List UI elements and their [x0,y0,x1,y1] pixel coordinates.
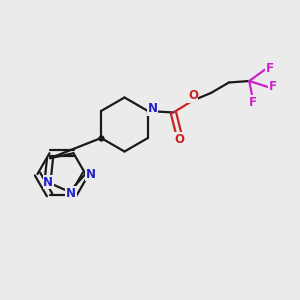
Text: N: N [66,187,76,200]
Text: F: F [249,95,257,109]
Text: N: N [43,176,53,189]
Text: N: N [148,102,158,115]
Text: N: N [86,167,96,181]
Text: O: O [188,89,198,103]
Text: O: O [174,133,184,146]
Text: F: F [269,80,277,94]
Text: F: F [266,61,274,75]
